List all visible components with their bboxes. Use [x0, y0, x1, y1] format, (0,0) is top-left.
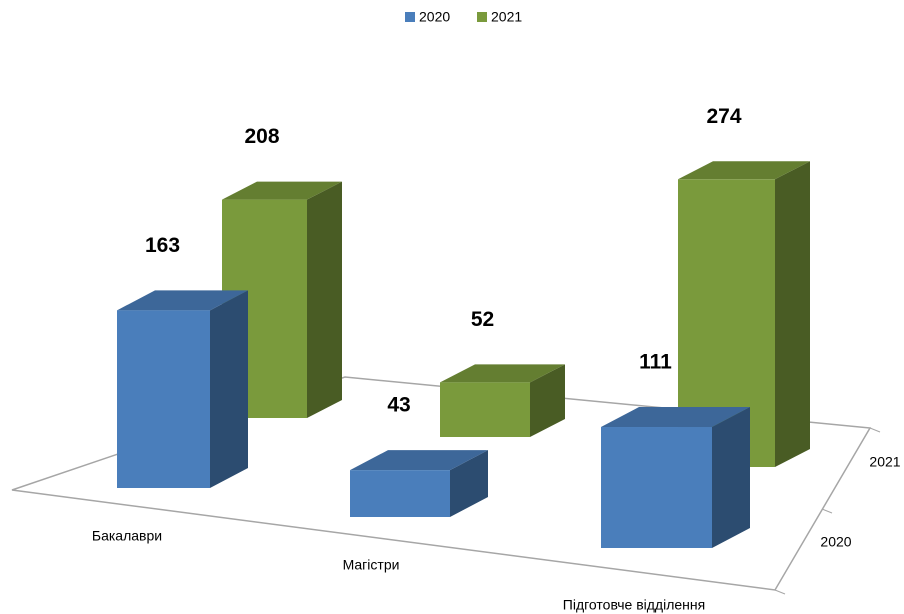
bar-top [601, 407, 750, 428]
bar [601, 407, 750, 548]
value-label: 111 [639, 351, 672, 374]
axis-tick [774, 589, 786, 595]
legend-label: 2020 [419, 9, 450, 25]
bar-front [601, 427, 712, 548]
legend-swatch [405, 12, 415, 22]
legend-label: 2021 [491, 9, 522, 25]
bar-top [350, 450, 488, 471]
value-label: 43 [387, 394, 410, 417]
bar [350, 450, 488, 517]
value-label: 163 [145, 234, 180, 257]
category-label: Бакалаври [92, 528, 162, 544]
bar-side [210, 290, 248, 488]
bar-front [440, 382, 530, 437]
legend: 2020 2021 [405, 9, 522, 25]
bar-top [117, 290, 248, 311]
value-label: 52 [471, 308, 494, 331]
category-label: Підготовче відділення [563, 597, 705, 613]
bar-side [712, 407, 750, 548]
bar-side [450, 450, 488, 517]
bar-front [350, 470, 450, 517]
bar-top [222, 181, 342, 200]
axis-tick [869, 427, 881, 433]
bar-front [117, 310, 210, 488]
bar [117, 290, 248, 488]
depth-label: 2020 [820, 534, 851, 550]
bar-top [440, 364, 565, 383]
depth-label: 2021 [869, 454, 900, 470]
bar-side [530, 364, 565, 437]
bar-top [678, 161, 810, 180]
value-label: 208 [244, 125, 279, 148]
category-label: Магістри [343, 557, 400, 573]
value-label: 274 [706, 105, 741, 128]
bar-side [775, 161, 810, 468]
axis-tick [821, 508, 833, 514]
legend-swatch [477, 12, 487, 22]
bar [440, 364, 565, 437]
bar-side [307, 181, 342, 418]
